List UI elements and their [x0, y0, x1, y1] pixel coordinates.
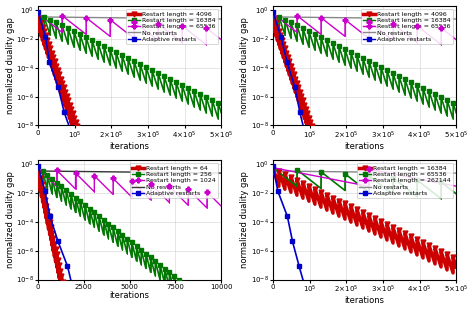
Legend: Restart length = 16384, Restart length = 65536, Restart length = 262144, No rest: Restart length = 16384, Restart length =…: [356, 163, 453, 198]
Legend: Restart length = 64, Restart length = 256, Restart length = 1024, No restarts, A: Restart length = 64, Restart length = 25…: [130, 163, 218, 198]
X-axis label: iterations: iterations: [345, 296, 384, 305]
Legend: Restart length = 4096, Restart length = 16384, Restart length = 65536, No restar: Restart length = 4096, Restart length = …: [126, 9, 218, 44]
Y-axis label: normalized duality gap: normalized duality gap: [6, 171, 15, 268]
Legend: Restart length = 4096, Restart length = 16384, Restart length = 65536, No restar: Restart length = 4096, Restart length = …: [361, 9, 453, 44]
Y-axis label: normalized duality gap: normalized duality gap: [240, 171, 249, 268]
Y-axis label: normalized duality gap: normalized duality gap: [240, 17, 249, 114]
X-axis label: iterations: iterations: [345, 142, 384, 151]
X-axis label: iterations: iterations: [109, 291, 150, 300]
X-axis label: iterations: iterations: [109, 142, 150, 151]
Y-axis label: normalized duality gap: normalized duality gap: [6, 17, 15, 114]
